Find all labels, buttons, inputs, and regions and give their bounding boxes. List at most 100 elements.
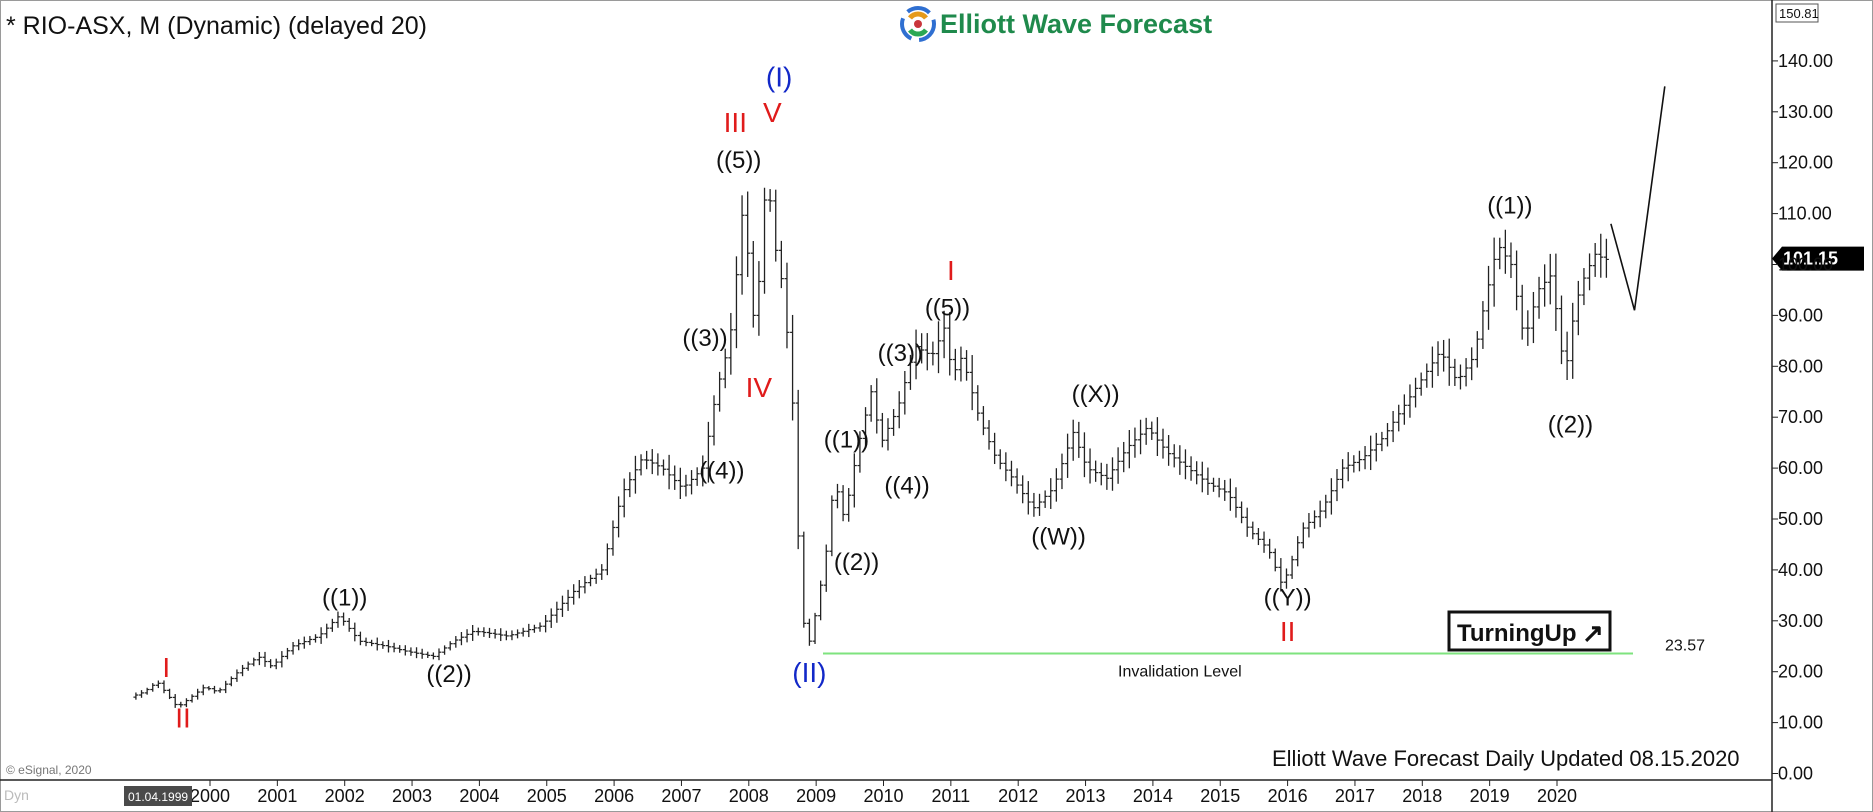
price-bar: [1211, 477, 1217, 492]
price-bar: [1558, 295, 1564, 365]
price-bar: [778, 240, 784, 289]
price-bar: [896, 391, 902, 429]
wave-label: ((1)): [322, 585, 367, 612]
price-bar: [1194, 461, 1200, 485]
price-bar: [1098, 462, 1104, 486]
price-bar: [1598, 233, 1604, 278]
price-bar: [363, 637, 369, 647]
price-bar: [155, 680, 161, 689]
price-bar: [537, 622, 543, 632]
price-bar: [1508, 242, 1514, 279]
price-bar: [301, 636, 307, 649]
price-bar: [487, 627, 493, 638]
wave-label: V: [763, 97, 782, 128]
price-bar: [767, 189, 773, 212]
price-bar: [593, 568, 599, 584]
wave-label: IV: [746, 372, 773, 403]
price-bar: [357, 631, 363, 646]
price-bar: [240, 664, 246, 677]
price-bar: [1087, 448, 1093, 484]
price-bar: [1177, 445, 1183, 475]
price-bar: [1457, 364, 1463, 390]
price-bar: [632, 455, 638, 494]
date-marker: 01.04.1999: [128, 790, 188, 804]
price-bar: [1519, 284, 1525, 340]
price-bar: [195, 688, 201, 700]
price-bar: [1143, 417, 1149, 445]
x-tick-label: 2004: [459, 786, 499, 806]
price-bar: [374, 637, 380, 651]
wave-label: ((W)): [1031, 523, 1086, 550]
price-bar: [515, 629, 521, 639]
price-bar: [1222, 479, 1228, 501]
price-bar: [1441, 339, 1447, 372]
x-tick-label: 2015: [1200, 786, 1240, 806]
price-bar: [565, 589, 571, 611]
price-bar: [1031, 492, 1037, 517]
price-bar: [638, 454, 644, 476]
x-tick-label: 2016: [1268, 786, 1308, 806]
price-bar: [245, 661, 251, 671]
price-bar: [689, 470, 695, 495]
wave-label: I: [162, 652, 170, 683]
price-bar: [677, 467, 683, 500]
price-bar: [1278, 558, 1284, 592]
price-bar: [1570, 302, 1576, 379]
price-bar: [1300, 522, 1306, 549]
price-bar: [1547, 253, 1553, 305]
wave-label: ((3)): [878, 340, 923, 367]
price-bar: [1065, 433, 1071, 478]
price-bar: [1345, 452, 1351, 482]
price-bar: [739, 195, 745, 295]
price-bar: [604, 543, 610, 576]
price-bar: [1020, 475, 1026, 504]
price-bar: [627, 472, 633, 498]
price-bar: [1323, 494, 1329, 519]
price-bar: [1205, 467, 1211, 495]
price-bar: [1115, 447, 1121, 484]
price-bar: [1368, 435, 1374, 471]
turning-up-arrow: ↗: [1582, 618, 1604, 648]
price-bar: [1126, 430, 1132, 469]
wave-label: III: [724, 107, 747, 138]
price-bar: [964, 350, 970, 381]
y-tick-label: 60.00: [1778, 458, 1823, 478]
price-bar: [1373, 432, 1379, 462]
price-bar: [1053, 468, 1059, 502]
price-bar: [840, 485, 846, 522]
price-bar: [1581, 268, 1587, 306]
price-bar: [228, 676, 234, 687]
price-bar: [874, 378, 880, 434]
price-bar: [857, 431, 863, 473]
price-bar: [1166, 435, 1172, 466]
price-bar: [1306, 513, 1312, 538]
price-bar: [161, 680, 167, 694]
invalidation-value: 23.57: [1665, 638, 1705, 655]
x-tick-label: 2002: [325, 786, 365, 806]
price-bar: [206, 686, 212, 691]
price-bar: [885, 418, 891, 451]
price-bar: [1328, 478, 1334, 515]
price-bar: [588, 574, 594, 587]
wave-label: ((2)): [426, 661, 471, 688]
price-bar: [936, 321, 942, 374]
price-bar: [913, 329, 919, 380]
price-bar: [1233, 487, 1239, 518]
brand-logo: [900, 6, 936, 42]
wave-label: ((4)): [699, 457, 744, 484]
price-bar: [986, 420, 992, 450]
price-bar: [1295, 536, 1301, 567]
price-bar: [1418, 372, 1424, 396]
price-bar: [1463, 358, 1469, 387]
price-bar: [1413, 377, 1419, 408]
y-tick-label: 90.00: [1778, 305, 1823, 325]
price-bar: [1093, 460, 1099, 482]
price-bar: [1530, 291, 1536, 344]
price-bar: [1048, 478, 1054, 509]
price-bar: [324, 623, 330, 639]
price-bar: [425, 651, 431, 658]
price-bar: [1575, 280, 1581, 336]
price-bar: [834, 483, 840, 509]
wave-label: ((1)): [824, 427, 869, 454]
